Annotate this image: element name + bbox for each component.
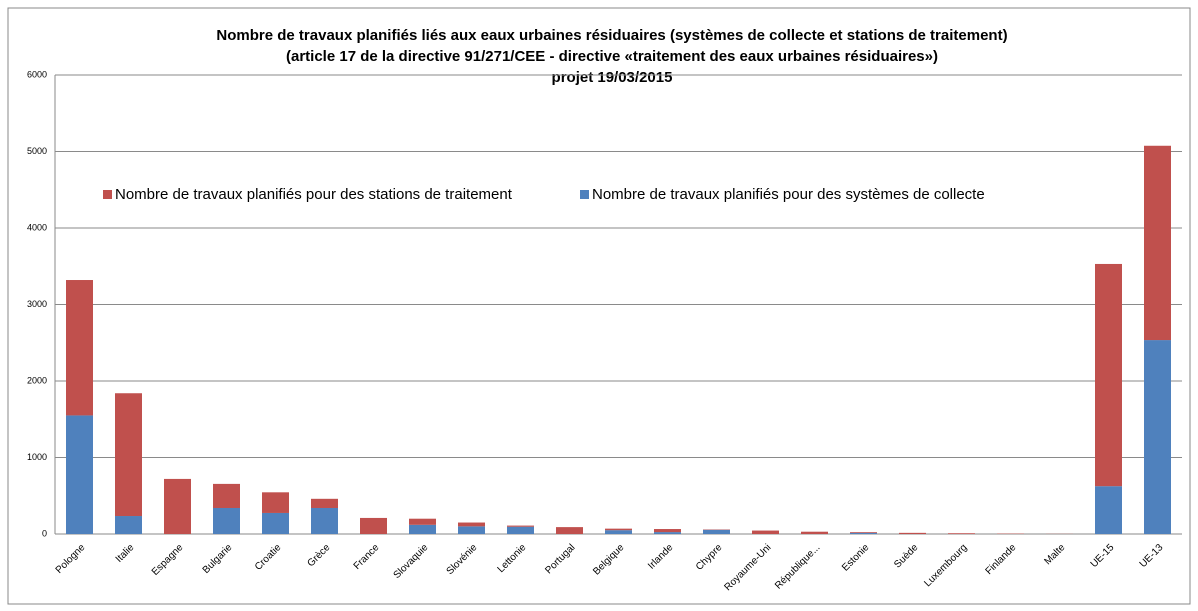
bar-segment xyxy=(409,524,436,534)
chart-title: projet 19/03/2015 xyxy=(552,69,673,86)
bar-segment xyxy=(850,532,877,533)
bar-segment xyxy=(311,507,338,534)
bar-segment xyxy=(899,532,926,534)
chart-title: (article 17 de la directive 91/271/CEE -… xyxy=(286,48,938,65)
bar-segment xyxy=(1144,340,1171,534)
bar-segment xyxy=(801,531,828,534)
bar-segment xyxy=(213,507,240,534)
bar-segment xyxy=(556,527,583,534)
bar-segment xyxy=(654,529,681,533)
bar-segment xyxy=(115,516,142,534)
y-tick-label: 3000 xyxy=(27,299,47,309)
bar-segment xyxy=(605,530,632,534)
y-tick-label: 2000 xyxy=(27,375,47,385)
bar-segment xyxy=(458,522,485,527)
bar-segment xyxy=(262,512,289,534)
bar-segment xyxy=(507,525,534,527)
bar-segment xyxy=(164,478,191,534)
bar-segment xyxy=(115,393,142,517)
bar-segment xyxy=(703,529,730,534)
legend-label: Nombre de travaux planifiés pour des sta… xyxy=(115,186,513,203)
bar-segment xyxy=(1144,145,1171,341)
bar-segment xyxy=(66,280,93,416)
bar-segment xyxy=(1095,486,1122,534)
bar-segment xyxy=(654,532,681,534)
chart-border xyxy=(7,7,1191,605)
y-tick-label: 5000 xyxy=(27,146,47,156)
y-tick-label: 4000 xyxy=(27,222,47,232)
bar-segment xyxy=(507,526,534,534)
chart-title: Nombre de travaux planifiés liés aux eau… xyxy=(216,27,1007,44)
y-tick-label: 6000 xyxy=(27,69,47,79)
bar-segment xyxy=(262,492,289,513)
legend-label: Nombre de travaux planifiés pour des sys… xyxy=(592,186,985,203)
legend-swatch xyxy=(580,190,589,199)
legend-swatch xyxy=(103,190,112,199)
bar-segment xyxy=(66,415,93,534)
bar-segment xyxy=(458,526,485,534)
bar-segment xyxy=(1095,263,1122,487)
bar-segment xyxy=(409,518,436,525)
bar-segment xyxy=(948,533,975,534)
bar-segment xyxy=(605,528,632,531)
y-tick-label: 1000 xyxy=(27,452,47,462)
bar-segment xyxy=(360,517,387,534)
y-tick-label: 0 xyxy=(42,528,47,538)
bar-segment xyxy=(311,498,338,508)
bar-segment xyxy=(850,532,877,534)
bar-segment xyxy=(752,530,779,534)
bar-segment xyxy=(213,483,240,508)
